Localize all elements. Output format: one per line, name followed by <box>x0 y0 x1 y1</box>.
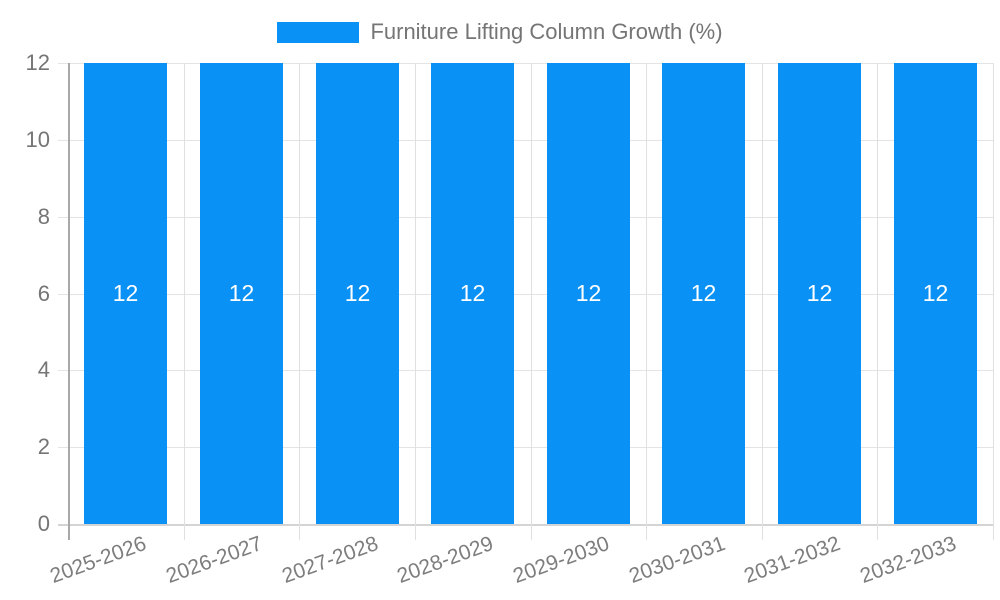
v-gridline <box>646 63 647 540</box>
y-tick-label: 12 <box>25 50 50 75</box>
h-gridline <box>58 63 993 64</box>
x-tick-label: 2030-2031 <box>625 532 728 588</box>
bar-value-label: 12 <box>344 280 371 306</box>
bar[interactable]: 12 <box>431 63 514 524</box>
legend-item[interactable]: Furniture Lifting Column Growth (%) <box>0 12 1000 52</box>
h-gridline <box>58 447 993 448</box>
x-tick-label: 2027-2028 <box>278 532 381 588</box>
v-gridline <box>993 63 994 540</box>
x-tick-label: 2026-2027 <box>163 532 266 588</box>
bar-value-label: 12 <box>690 280 717 306</box>
h-gridline <box>58 140 993 141</box>
v-gridline <box>415 63 416 540</box>
x-axis-line <box>58 524 993 526</box>
h-gridline <box>58 294 993 295</box>
bar[interactable]: 12 <box>316 63 399 524</box>
bar-value-label: 12 <box>806 280 833 306</box>
y-tick-label: 10 <box>25 127 50 152</box>
h-gridline <box>58 217 993 218</box>
y-tick-label: 0 <box>37 511 50 536</box>
bar-value-label: 12 <box>112 280 139 306</box>
v-gridline <box>762 63 763 540</box>
x-tick-label: 2029-2030 <box>509 532 613 588</box>
x-tick-label: 2032-2033 <box>856 532 960 588</box>
y-tick-label: 8 <box>37 204 50 229</box>
bar-value-label: 12 <box>922 280 949 306</box>
bar[interactable]: 12 <box>894 63 977 524</box>
y-axis-line <box>68 63 70 540</box>
x-tick-label: 2025-2026 <box>47 532 150 588</box>
bar[interactable]: 12 <box>662 63 745 524</box>
y-tick-label: 2 <box>37 434 50 459</box>
bar-value-label: 12 <box>575 280 602 306</box>
legend-swatch <box>277 21 360 43</box>
y-tick-label: 6 <box>37 281 50 306</box>
v-gridline <box>299 63 300 540</box>
v-gridline <box>531 63 532 540</box>
bar[interactable]: 12 <box>547 63 630 524</box>
bar-value-label: 12 <box>228 280 255 306</box>
x-tick-label: 2031-2032 <box>741 532 844 588</box>
bar-value-label: 12 <box>459 280 486 306</box>
bar[interactable]: 12 <box>778 63 861 524</box>
bar[interactable]: 12 <box>84 63 167 524</box>
bar[interactable]: 12 <box>200 63 283 524</box>
h-gridline <box>58 370 993 371</box>
y-tick-label: 4 <box>37 357 50 382</box>
v-gridline <box>877 63 878 540</box>
x-tick-label: 2028-2029 <box>394 532 497 588</box>
v-gridline <box>184 63 185 540</box>
legend-label: Furniture Lifting Column Growth (%) <box>370 19 723 44</box>
